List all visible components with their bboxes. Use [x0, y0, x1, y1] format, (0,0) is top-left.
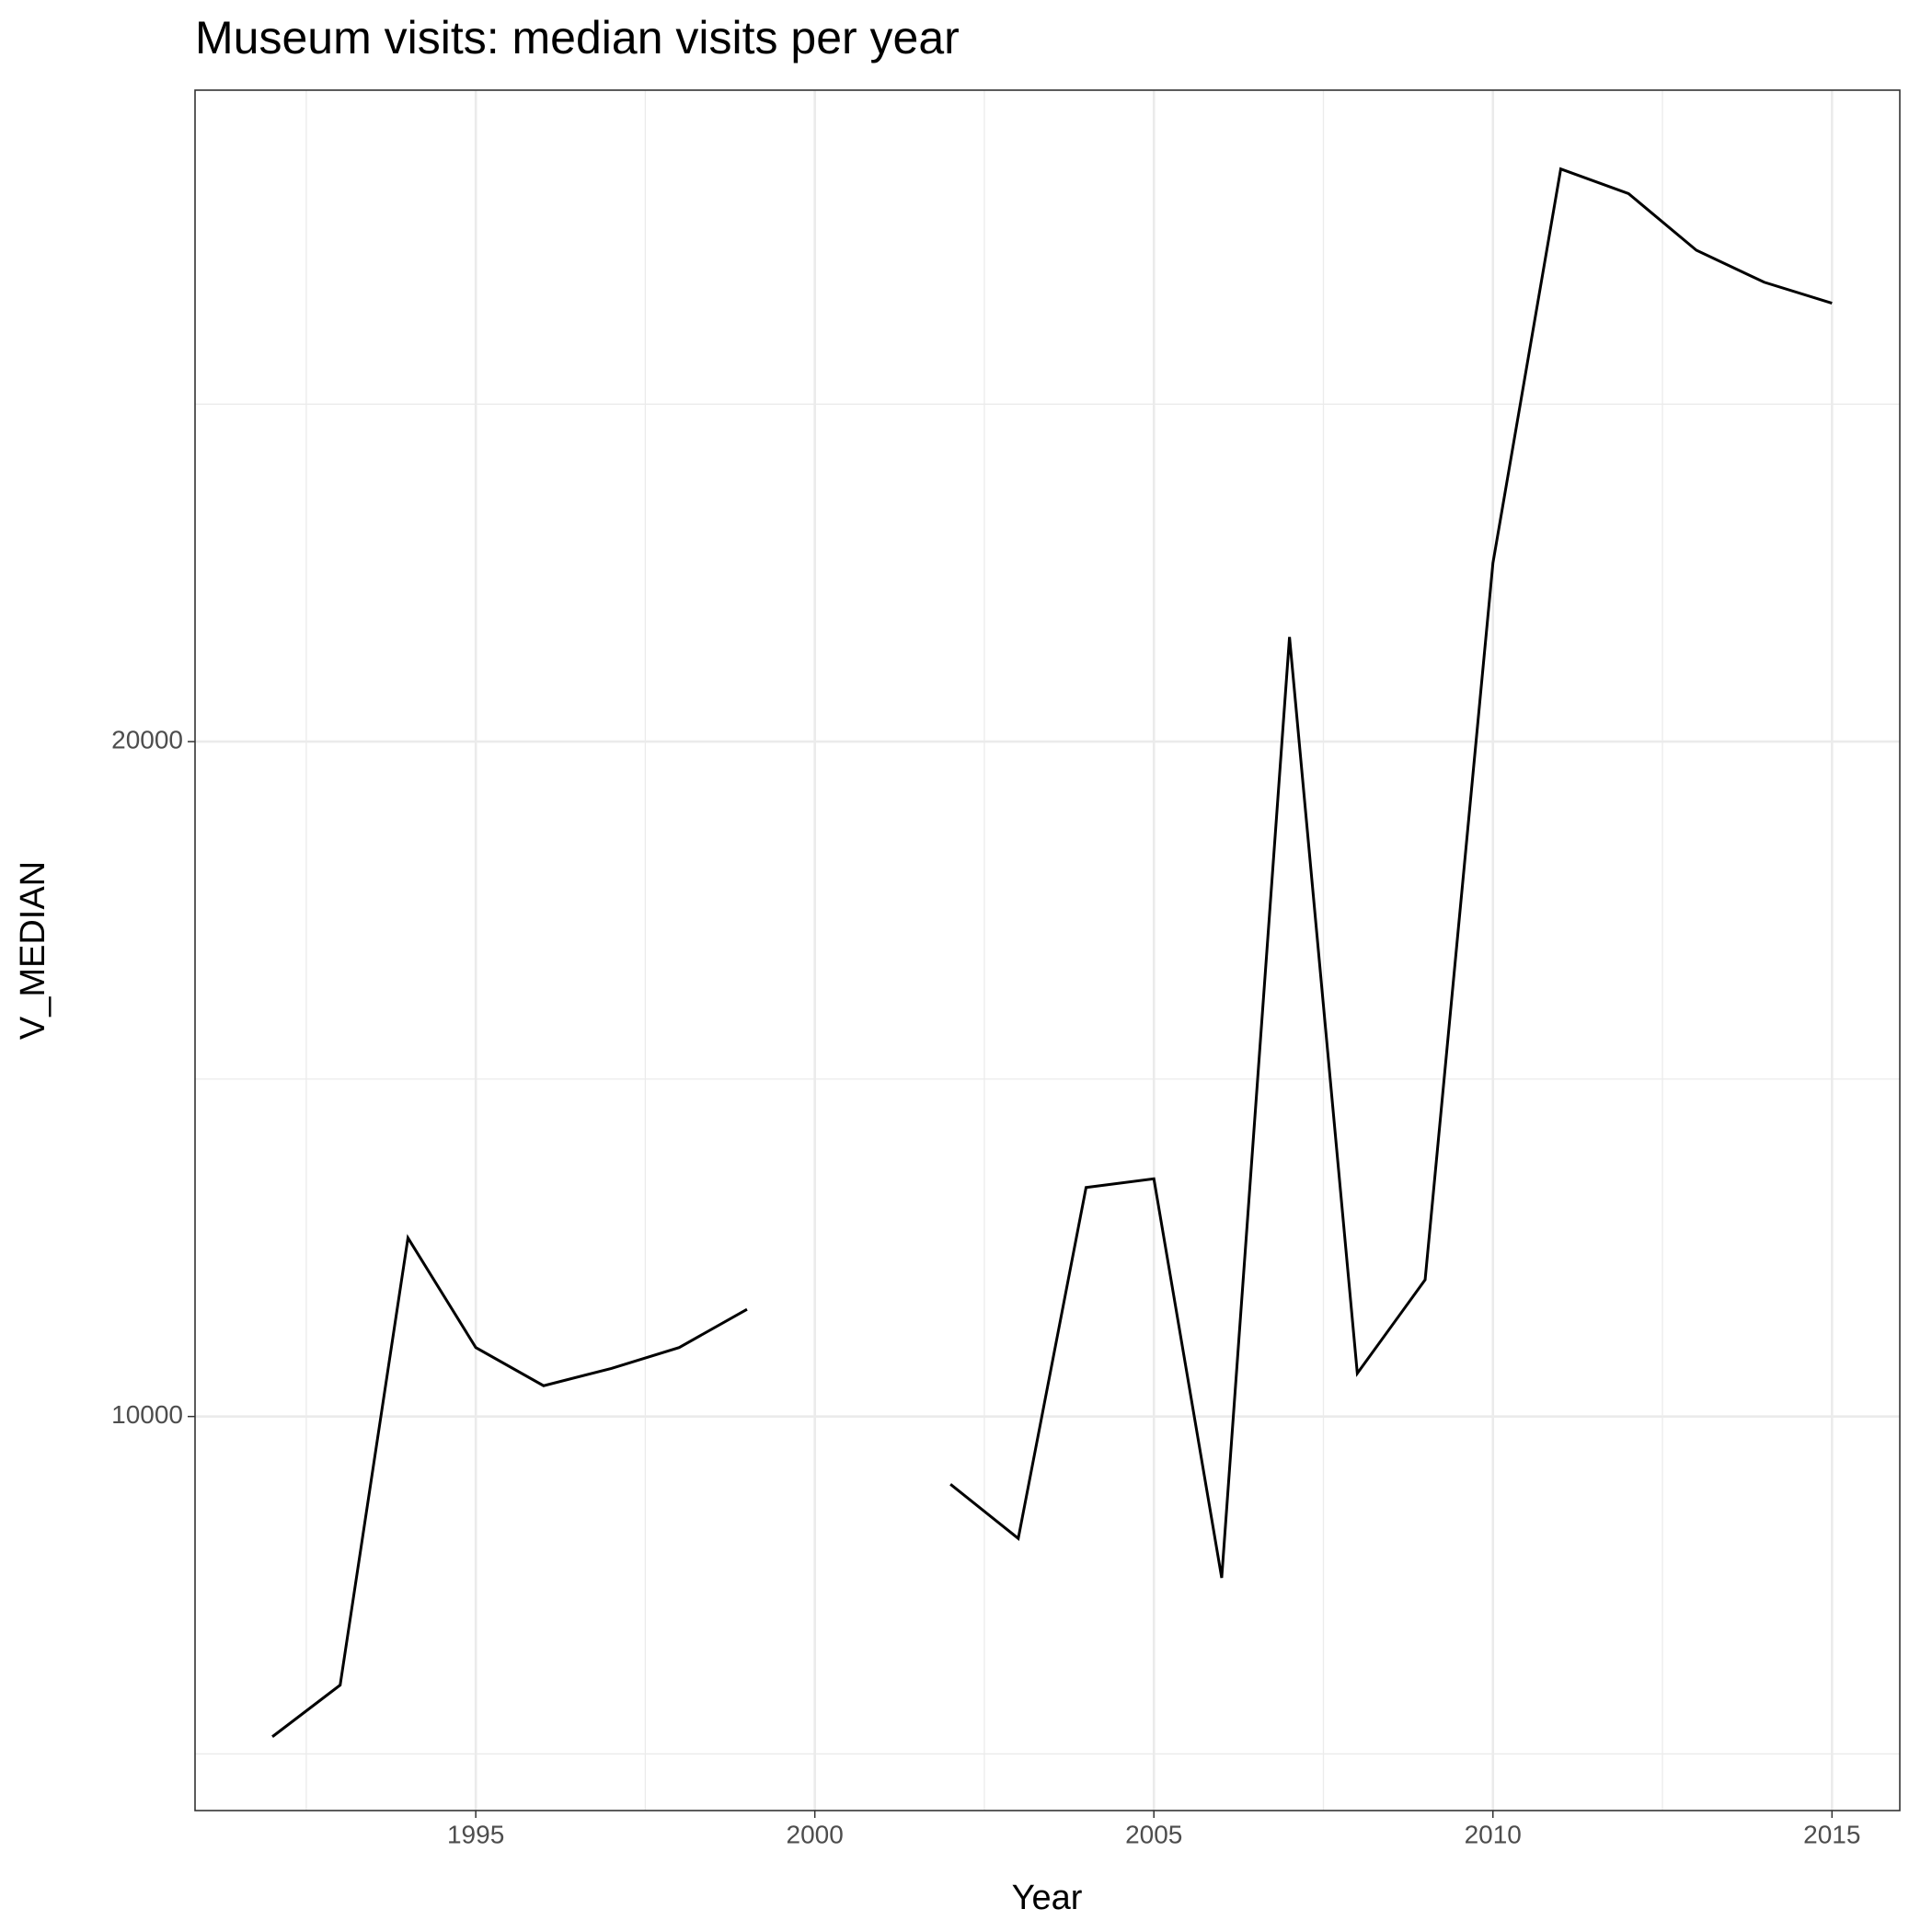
x-tick-label: 2015: [1803, 1820, 1860, 1848]
x-tick-label: 1995: [447, 1820, 504, 1848]
y-axis-title: V_MEDIAN: [14, 861, 52, 1040]
y-tick-label: 10000: [111, 1400, 183, 1429]
x-tick-label: 2010: [1465, 1820, 1522, 1848]
line: [271, 167, 1833, 1738]
x-axis-title: Year: [1012, 1879, 1083, 1917]
y-tick-label: 20000: [111, 725, 183, 753]
x-tick-label: 2005: [1125, 1820, 1182, 1848]
chart-title: Museum visits: median visits per year: [195, 12, 960, 63]
panel-border: [194, 89, 1901, 1811]
x-tick-label: 2000: [787, 1820, 844, 1848]
